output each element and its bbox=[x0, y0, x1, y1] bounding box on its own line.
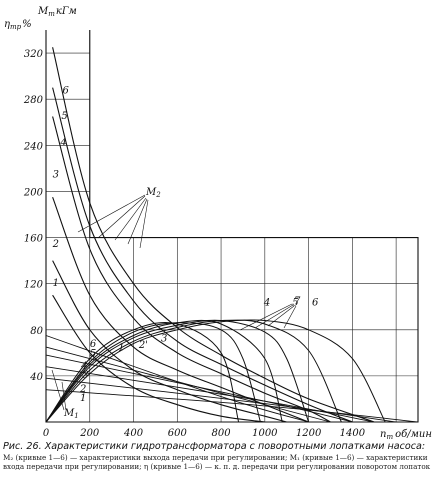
x-tick-label: 400 bbox=[123, 428, 144, 439]
eta-leader-1 bbox=[239, 303, 293, 331]
eta-leader-2 bbox=[254, 304, 294, 329]
y-axis-title-top-symbol: M bbox=[37, 6, 49, 17]
output-torque-curve-3 bbox=[52, 197, 309, 423]
x-tick-label: 1000 bbox=[252, 428, 278, 439]
efficiency-curve-label: 6 bbox=[312, 298, 319, 309]
tick-labels: 0 200 400 600 800 1000 1200 1400408012016020024… bbox=[23, 49, 366, 439]
y-tick-label: 40 bbox=[29, 372, 43, 383]
input-curve-label: 5 bbox=[90, 348, 96, 359]
x-tick-label: 600 bbox=[168, 428, 188, 439]
figure-caption: Рис. 26. Характеристики гидротрансформат… bbox=[3, 441, 439, 471]
efficiency-curve-label: 5 bbox=[292, 298, 298, 309]
x-tick-label: 0 bbox=[43, 428, 50, 439]
input-curve-label: 3 bbox=[82, 370, 88, 381]
y-axis-title-bottom-unit: % bbox=[22, 19, 32, 30]
chart: 0 200 400 600 800 1000 1200 1400408012016020024… bbox=[4, 6, 432, 440]
input-torque-curves bbox=[45, 335, 419, 423]
input-curve-label: 6 bbox=[90, 339, 97, 350]
efficiency-curve-4 bbox=[45, 319, 310, 423]
m1-leader-1 bbox=[51, 369, 65, 411]
m2-leader-5 bbox=[139, 199, 149, 249]
y-axis-title-top-sub: т bbox=[48, 10, 55, 18]
output-torque-curve-5 bbox=[52, 87, 353, 423]
caption-title: Рис. 26. Характеристики гидротрансформат… bbox=[3, 441, 426, 452]
m2-sub: 2 bbox=[155, 191, 161, 199]
efficiency-curve-label: 2' bbox=[138, 340, 148, 351]
eta-annotation: 7 bbox=[294, 296, 301, 307]
output-torque-curve-1 bbox=[52, 294, 265, 423]
y-tick-label: 280 bbox=[23, 95, 44, 106]
output-curve-label: 4 bbox=[59, 137, 66, 148]
efficiency-curve-label: 1 bbox=[118, 343, 124, 354]
output-curve-label: 5 bbox=[61, 111, 67, 122]
input-torque-curve-1 bbox=[45, 389, 419, 423]
m2-leader-3 bbox=[114, 197, 147, 241]
annotation-leaders bbox=[51, 194, 297, 411]
m1-annotation: M1 bbox=[63, 408, 79, 420]
x-axis-title: nт об/мин bbox=[380, 429, 432, 440]
y-axis-title-bottom-sub: тр bbox=[10, 23, 22, 31]
input-torque-curve-4 bbox=[45, 354, 353, 423]
input-torque-curve-5 bbox=[45, 346, 331, 423]
input-curve-label: 2 bbox=[79, 384, 86, 395]
output-torque-curves bbox=[52, 47, 375, 423]
y-tick-label: 240 bbox=[23, 141, 44, 152]
m2-annotation: M2 bbox=[145, 187, 161, 199]
y-axis-title-bottom-symbol: η bbox=[4, 19, 10, 30]
output-curve-label: 6 bbox=[63, 85, 70, 96]
m2-symbol: M bbox=[145, 187, 157, 198]
input-curve-label: 1 bbox=[80, 393, 86, 404]
x-tick-label: 200 bbox=[79, 428, 100, 439]
x-axis-title-unit: об/мин bbox=[395, 429, 432, 440]
efficiency-curve-label: 3 bbox=[161, 333, 167, 344]
m2-leader-4 bbox=[127, 198, 148, 245]
output-curve-label: 3 bbox=[53, 170, 59, 181]
m1-leader-2 bbox=[61, 381, 67, 411]
m2-leader-2 bbox=[97, 195, 146, 239]
y-axis-title-top-unit: кГм bbox=[56, 6, 77, 17]
m1-sub: 1 bbox=[74, 412, 78, 420]
x-tick-label: 800 bbox=[212, 428, 232, 439]
efficiency-curve-1 bbox=[45, 321, 240, 423]
caption-body: M₂ (кривые 1—6) — характеристики выхода … bbox=[3, 453, 431, 471]
y-tick-label: 200 bbox=[23, 187, 44, 198]
x-tick-label: 1200 bbox=[296, 428, 322, 439]
input-torque-curve-3 bbox=[45, 366, 375, 423]
y-tick-label: 120 bbox=[24, 280, 44, 291]
output-curve-label: 2 bbox=[52, 239, 59, 250]
output-curve-label: 1 bbox=[53, 278, 59, 289]
y-axis-title-bottom: ηтр% bbox=[4, 19, 32, 31]
x-axis-title-symbol: n bbox=[380, 429, 386, 440]
efficiency-curve-label: 4 bbox=[263, 298, 270, 309]
input-torque-curve-6 bbox=[45, 335, 309, 423]
y-tick-label: 80 bbox=[30, 326, 43, 337]
eta-leader-4 bbox=[283, 305, 297, 329]
y-tick-label: 160 bbox=[24, 234, 44, 245]
y-axis-title-top: MткГм bbox=[37, 6, 77, 18]
output-torque-curve-2 bbox=[52, 260, 287, 423]
eta-leader-3 bbox=[267, 305, 295, 327]
input-curve-label: 4 bbox=[80, 361, 87, 372]
y-tick-label: 320 bbox=[24, 49, 44, 60]
output-torque-curve-6 bbox=[52, 47, 375, 423]
m1-symbol: M bbox=[63, 408, 75, 419]
efficiency-curve-5 bbox=[45, 319, 342, 423]
x-axis-title-sub: т bbox=[386, 433, 393, 440]
x-tick-label: 1400 bbox=[340, 428, 366, 439]
m2-leader-1 bbox=[77, 194, 146, 233]
